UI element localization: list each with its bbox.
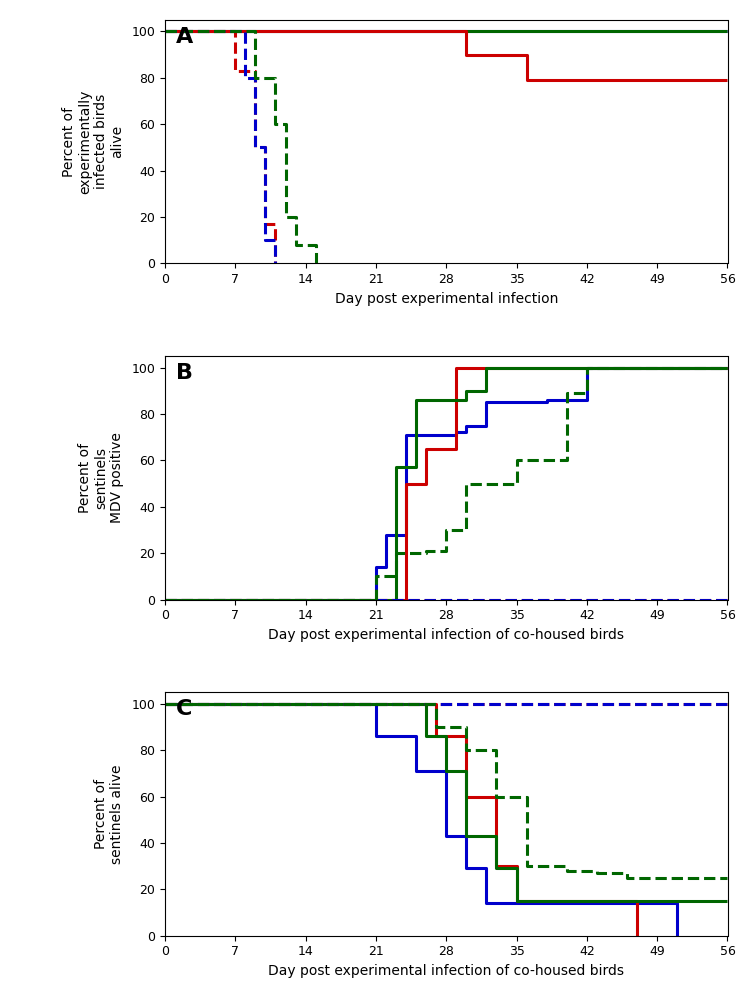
X-axis label: Day post experimental infection of co-housed birds: Day post experimental infection of co-ho…	[268, 627, 624, 642]
Text: C: C	[176, 699, 193, 719]
Text: A: A	[176, 27, 194, 47]
X-axis label: Day post experimental infection of co-housed birds: Day post experimental infection of co-ho…	[268, 964, 624, 978]
Y-axis label: Percent of
sentinels
MDV positive: Percent of sentinels MDV positive	[78, 432, 124, 523]
Y-axis label: Percent of
sentinels alive: Percent of sentinels alive	[94, 764, 124, 864]
X-axis label: Day post experimental infection: Day post experimental infection	[334, 292, 558, 305]
Text: B: B	[176, 363, 194, 383]
Y-axis label: Percent of
experimentally
infected birds
alive: Percent of experimentally infected birds…	[62, 90, 124, 194]
